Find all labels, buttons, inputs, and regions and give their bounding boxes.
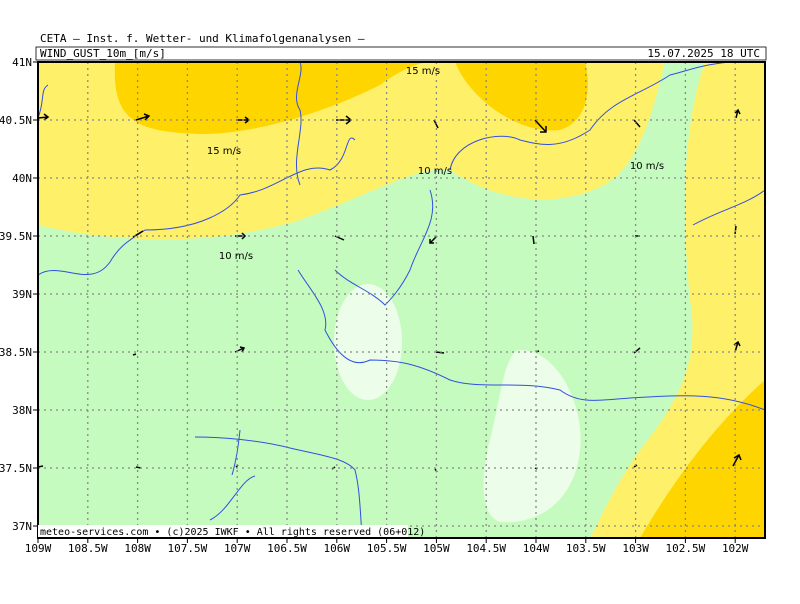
header-bar xyxy=(35,46,767,61)
contour-label: 10 m/s xyxy=(418,166,452,177)
lon-label: 104.5W xyxy=(466,542,506,555)
contour-label: 15 m/s xyxy=(207,146,241,157)
lon-label: 105.5W xyxy=(367,542,407,555)
lon-label: 106W xyxy=(324,542,351,555)
lon-label: 107.5W xyxy=(168,542,208,555)
datetime: 15.07.2025 18 UTC xyxy=(647,47,760,60)
map-area: 15 m/s 15 m/s 10 m/s 10 m/s 10 m/s xyxy=(37,61,766,539)
lon-label: 109W xyxy=(25,542,52,555)
lat-label: 39N xyxy=(12,288,32,301)
lat-label: 38N xyxy=(12,404,32,417)
lat-label: 39.5N xyxy=(0,230,32,243)
lon-label: 103.5W xyxy=(566,542,606,555)
lat-label: 38.5N xyxy=(0,346,32,359)
rivers xyxy=(37,61,766,536)
lon-label: 103W xyxy=(622,542,649,555)
lat-label: 41N xyxy=(12,56,32,69)
frame xyxy=(37,61,766,539)
gust-15-20 xyxy=(640,380,765,538)
contour-label: 15 m/s xyxy=(406,66,440,77)
field-name: WIND_GUST_10m_[m/s] xyxy=(40,47,166,60)
lon-label: 102.5W xyxy=(666,542,706,555)
lon-label: 105W xyxy=(423,542,450,555)
gust-15-20 xyxy=(455,62,588,131)
gust-0-5 xyxy=(334,284,402,400)
lon-label: 102W xyxy=(722,542,749,555)
lat-label: 40N xyxy=(12,172,32,185)
lon-label: 108W xyxy=(124,542,151,555)
contour-labels: 15 m/s 15 m/s 10 m/s 10 m/s 10 m/s xyxy=(207,66,664,262)
lat-label: 37N xyxy=(12,520,32,533)
gust-0-5 xyxy=(483,350,581,523)
contour-label: 10 m/s xyxy=(630,161,664,172)
lon-label: 107W xyxy=(224,542,251,555)
lat-label: 40.5N xyxy=(0,114,32,127)
lon-label: 104W xyxy=(523,542,550,555)
lon-label: 108.5W xyxy=(68,542,108,555)
lat-label: 37.5N xyxy=(0,462,32,475)
gust-15-20 xyxy=(114,62,430,134)
contour-label: 10 m/s xyxy=(219,251,253,262)
title: CETA — Inst. f. Wetter- und Klimafolgena… xyxy=(40,32,365,45)
grid xyxy=(38,62,765,538)
footer: meteo-services.com • (c)2025 IWKF • All … xyxy=(40,527,425,538)
lon-label: 106.5W xyxy=(267,542,307,555)
footer-bg xyxy=(38,525,408,537)
